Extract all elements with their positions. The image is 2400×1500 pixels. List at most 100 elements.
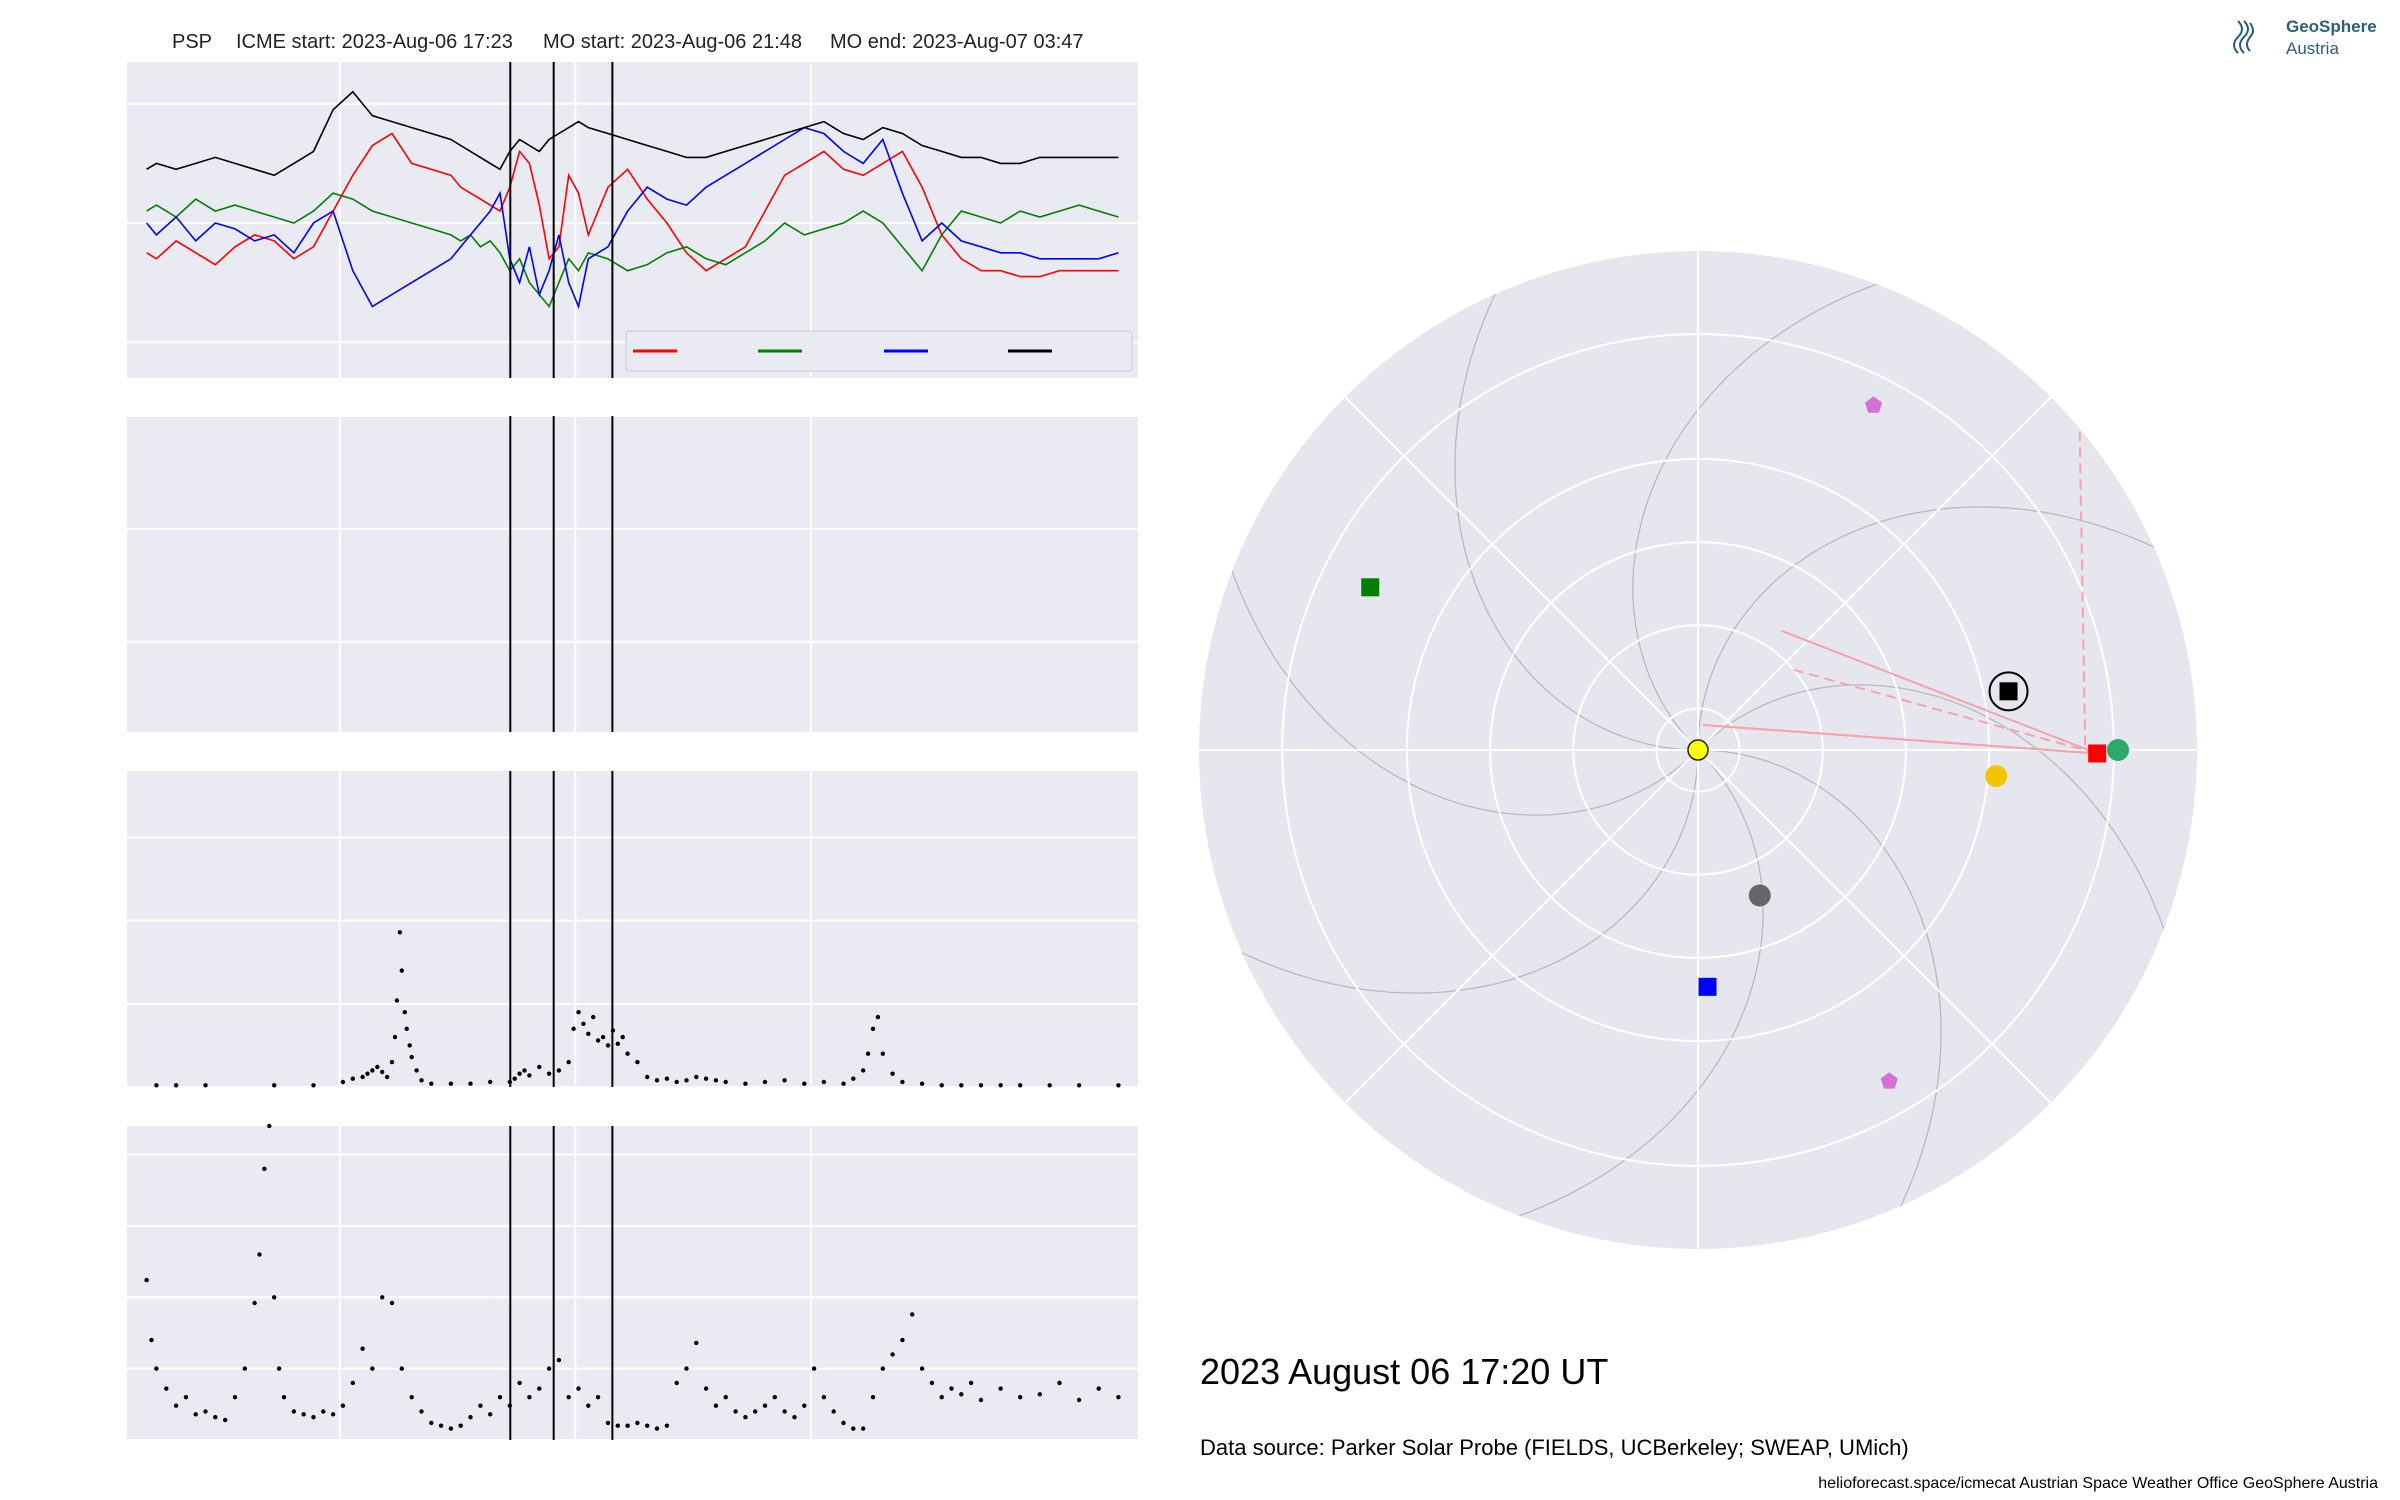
panel-background [127, 62, 1138, 378]
data-point [397, 930, 403, 935]
data-point [173, 1403, 179, 1408]
cme-line [2078, 403, 2087, 746]
data-point [144, 1277, 149, 1283]
data-point [998, 1386, 1003, 1391]
header: PSP ICME start: 2023-Aug-06 17:23 MO sta… [172, 31, 1084, 53]
data-point [409, 1395, 414, 1400]
data-point [267, 1123, 272, 1129]
data-point [713, 1403, 719, 1408]
data-point [262, 1166, 267, 1172]
series-line-by [146, 192, 1119, 309]
data-point [586, 1031, 591, 1037]
data-point [527, 1073, 532, 1078]
data-point [468, 1415, 473, 1420]
data-point [772, 1395, 777, 1400]
data-point [360, 1074, 365, 1080]
panel-3 [127, 771, 1138, 1088]
data-point [694, 1340, 699, 1346]
data-point [223, 1417, 228, 1423]
data-point [645, 1423, 650, 1428]
marker-bepicolombo [1698, 977, 1717, 996]
data-point [684, 1078, 689, 1083]
data-point [910, 1312, 915, 1317]
data-point [438, 1423, 444, 1428]
data-point [674, 1380, 679, 1386]
data-point [1076, 1397, 1082, 1403]
data-point [959, 1083, 964, 1088]
marker-extra-body-6 [1985, 765, 2008, 788]
data-point [232, 1395, 238, 1400]
data-point [919, 1081, 925, 1086]
data-point [684, 1366, 689, 1371]
data-point [703, 1386, 709, 1391]
footer-credits: helioforecast.space/icmecat Austrian Spa… [1818, 1475, 2378, 1492]
timeseries-panels [127, 62, 1138, 1441]
data-point [978, 1397, 984, 1403]
data-point [517, 1380, 522, 1386]
data-point [694, 1074, 699, 1080]
panel-background [127, 1126, 1138, 1440]
data-point [851, 1426, 856, 1431]
data-point [399, 968, 404, 973]
data-point [203, 1083, 208, 1088]
data-point [1116, 1395, 1121, 1400]
data-point [203, 1409, 208, 1414]
data-point [527, 1395, 532, 1400]
cme-line [1702, 724, 2098, 755]
panel-4 [127, 1123, 1138, 1441]
data-point [546, 1366, 552, 1371]
data-point [350, 1076, 355, 1081]
data-point [595, 1038, 601, 1043]
data-point [968, 1380, 974, 1386]
data-point [811, 1366, 817, 1371]
angle-gridline [1697, 749, 2052, 1104]
data-point [1096, 1386, 1101, 1391]
data-point [595, 1395, 601, 1400]
data-point [1018, 1083, 1023, 1088]
data-point [149, 1337, 154, 1343]
data-point [291, 1409, 297, 1414]
data-point [605, 1420, 611, 1426]
data-point [861, 1068, 866, 1073]
data-point [625, 1423, 630, 1428]
marker-extra-body-8 [1865, 396, 1883, 413]
data-point [870, 1026, 876, 1032]
timestamp: 2023 August 06 17:20 UT [1200, 1351, 1608, 1392]
data-point [409, 1054, 414, 1060]
data-point [978, 1083, 984, 1088]
data-point [1076, 1083, 1082, 1088]
data-point [664, 1423, 670, 1428]
data-point [782, 1409, 787, 1414]
data-point [556, 1357, 562, 1363]
data-point [939, 1083, 944, 1088]
panel-background [127, 416, 1138, 732]
data-point [802, 1081, 807, 1086]
data-point [419, 1409, 424, 1414]
data-point [861, 1426, 866, 1431]
data-point [414, 1068, 419, 1073]
data-point [370, 1366, 375, 1371]
panel-1 [127, 62, 1138, 378]
logo-line2: Austria [2286, 39, 2339, 58]
data-point [581, 1021, 586, 1026]
data-point [448, 1426, 454, 1431]
data-point [213, 1415, 218, 1420]
marker-earth [2106, 739, 2129, 761]
data-point [959, 1392, 964, 1397]
parker-spiral-line [1697, 506, 2189, 751]
data-point [350, 1380, 355, 1386]
data-point [556, 1068, 562, 1073]
marker-stereo-a [2088, 744, 2107, 763]
logo-line1: GeoSphere [2286, 17, 2377, 36]
data-point [576, 1010, 581, 1015]
angle-gridline [1344, 749, 1699, 1104]
data-point [841, 1081, 846, 1086]
data-point [591, 1014, 596, 1020]
mo-end-label: MO end: 2023-Aug-07 03:47 [830, 31, 1084, 53]
data-point [429, 1081, 434, 1086]
data-point [546, 1071, 552, 1076]
data-point [404, 1026, 409, 1032]
data-point [870, 1395, 876, 1400]
marker-solar-orbiter [1361, 578, 1380, 597]
data-point [615, 1423, 620, 1428]
